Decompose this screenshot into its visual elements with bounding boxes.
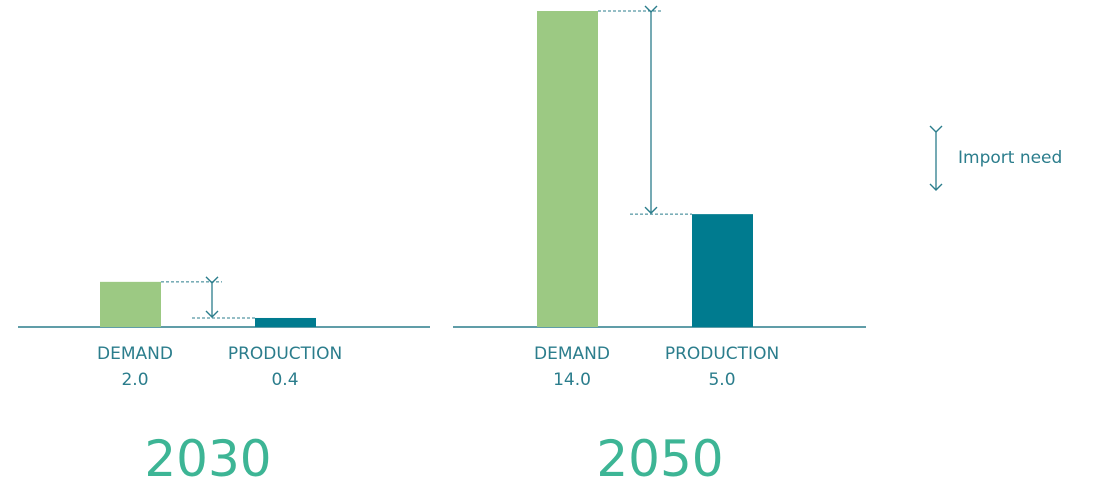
value-label-production-2050: 5.0 [708,370,735,390]
bar-production-2030 [255,317,316,327]
chart-panel-2030: DEMAND 2.0 PRODUCTION 0.4 2030 [18,276,430,480]
legend: Import need [929,125,1062,191]
category-label-production-2030: PRODUCTION [228,344,342,364]
bar-production-2050 [692,214,753,327]
value-label-demand-2030: 2.0 [121,370,148,390]
year-label-2050: 2050 [596,430,723,480]
chart-panel-2050: DEMAND 14.0 PRODUCTION 5.0 2050 [453,5,866,480]
bar-demand-2050 [537,11,598,327]
category-label-demand-2030: DEMAND [97,344,173,364]
bar-demand-2030 [100,281,161,327]
category-label-production-2050: PRODUCTION [665,344,779,364]
year-label-2030: 2030 [144,430,271,480]
legend-label-import-need: Import need [958,148,1062,168]
value-label-production-2030: 0.4 [271,370,298,390]
value-label-demand-2050: 14.0 [553,370,591,390]
category-label-demand-2050: DEMAND [534,344,610,364]
